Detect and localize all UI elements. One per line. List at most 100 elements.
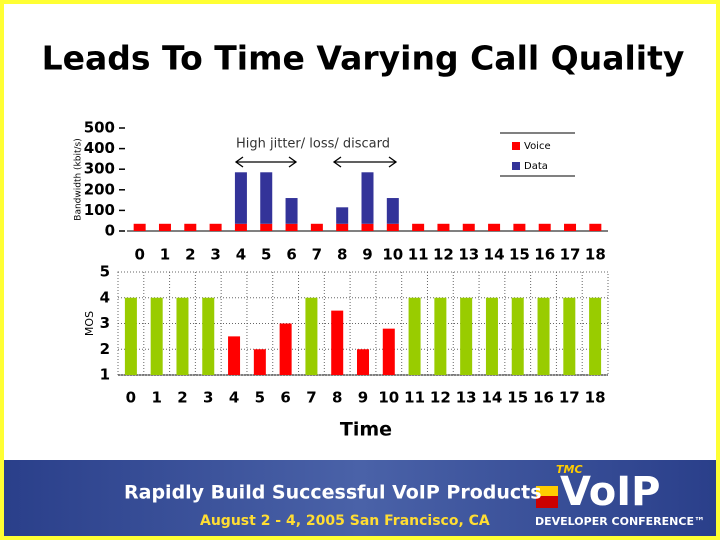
x-tick-label: 0 — [126, 389, 136, 407]
bar — [150, 297, 163, 375]
bar-segment — [361, 172, 374, 224]
bar-segment — [361, 223, 374, 231]
x-tick-label: 13 — [458, 246, 479, 264]
bar — [408, 297, 421, 375]
x-tick-label: 9 — [362, 246, 372, 264]
x-tick-label: 7 — [306, 389, 316, 407]
x-tick-label: 7 — [312, 246, 322, 264]
bar — [305, 297, 318, 375]
x-tick-label: 2 — [185, 246, 195, 264]
bar-segment — [260, 223, 273, 231]
y-tick-label: 200 — [84, 180, 115, 198]
bar — [589, 297, 602, 375]
bar-segment — [488, 223, 501, 231]
y-tick-label: 100 — [84, 201, 115, 219]
x-tick-label: 15 — [509, 246, 530, 264]
bar-segment — [462, 223, 475, 231]
bar — [253, 349, 266, 375]
x-tick-label: 8 — [337, 246, 347, 264]
bar-segment — [285, 223, 298, 231]
bar-segment — [234, 223, 247, 231]
bar-segment — [336, 223, 349, 231]
logo-block — [536, 496, 558, 508]
x-tick-label: 18 — [585, 389, 606, 407]
logo-block — [536, 486, 558, 496]
legend-label: Data — [524, 161, 548, 172]
bar — [511, 297, 524, 375]
bar — [202, 297, 215, 375]
x-tick-label: 3 — [210, 246, 220, 264]
bar-segment — [589, 223, 602, 231]
bar-segment — [386, 223, 399, 231]
bar — [537, 297, 550, 375]
x-tick-label: 1 — [160, 246, 170, 264]
x-tick-label: 4 — [236, 246, 246, 264]
x-tick-label: 17 — [560, 246, 581, 264]
x-tick-label: 6 — [280, 389, 290, 407]
y-tick-label: 4 — [100, 288, 110, 306]
bar-segment — [260, 172, 273, 224]
bar-segment — [184, 223, 197, 231]
bar-segment — [209, 223, 222, 231]
bar-segment — [310, 223, 323, 231]
x-tick-label: 13 — [456, 389, 477, 407]
y-tick-label: 5 — [100, 263, 110, 281]
annotation: High jitter/ loss/ discard — [236, 137, 390, 152]
logo-sub: DEVELOPER CONFERENCE™ — [535, 515, 705, 528]
bar-segment — [234, 172, 247, 224]
bar — [563, 297, 576, 375]
x-tick-label: 18 — [585, 246, 606, 264]
bar — [331, 310, 344, 375]
y-tick-label: 500 — [84, 119, 115, 137]
x-tick-label: 11 — [404, 389, 425, 407]
legend-label: Voice — [524, 141, 551, 152]
bar — [176, 297, 189, 375]
bar-segment — [564, 223, 577, 231]
bar — [485, 297, 498, 375]
bar-segment — [538, 223, 551, 231]
bar-segment — [133, 223, 146, 231]
logo: VoIP — [560, 469, 660, 515]
bar-segment — [285, 198, 298, 224]
x-tick-label: 10 — [382, 246, 403, 264]
legend-swatch — [512, 142, 520, 150]
legend-swatch — [512, 162, 520, 170]
annotation-arrows — [234, 156, 398, 168]
y-tick-label: 3 — [100, 314, 110, 332]
x-tick-label: 14 — [482, 389, 503, 407]
x-tick-label: 5 — [255, 389, 265, 407]
y-tick-label: 2 — [100, 340, 110, 358]
bar — [357, 349, 369, 375]
x-tick-label: 0 — [134, 246, 144, 264]
x-tick-label: 8 — [332, 389, 342, 407]
x-tick-label: 17 — [559, 389, 580, 407]
x-tick-label: 9 — [358, 389, 368, 407]
y-tick-label: 1 — [100, 366, 110, 384]
x-tick-label: 4 — [229, 389, 239, 407]
x-tick-label: 14 — [484, 246, 505, 264]
bar-segment — [386, 198, 399, 224]
x-axis-label: Time — [340, 419, 392, 441]
x-tick-label: 5 — [261, 246, 271, 264]
logo-tag: TMC — [556, 463, 583, 476]
bar — [434, 297, 447, 375]
bar-segment — [158, 223, 171, 231]
y-tick-label: 0 — [105, 222, 115, 240]
y-axis-label: MOS — [83, 311, 96, 336]
x-tick-label: 2 — [177, 389, 187, 407]
x-tick-label: 6 — [286, 246, 296, 264]
bar-segment — [336, 207, 349, 224]
bar — [228, 336, 241, 375]
x-tick-label: 1 — [151, 389, 161, 407]
x-tick-label: 12 — [433, 246, 454, 264]
x-tick-label: 3 — [203, 389, 213, 407]
x-tick-label: 15 — [507, 389, 528, 407]
bar — [279, 323, 292, 375]
banner-headline: Rapidly Build Successful VoIP Products — [124, 482, 542, 504]
bar — [124, 297, 137, 375]
x-tick-label: 16 — [534, 246, 555, 264]
banner-bg — [4, 460, 716, 536]
bar — [460, 297, 473, 375]
x-tick-label: 12 — [430, 389, 451, 407]
